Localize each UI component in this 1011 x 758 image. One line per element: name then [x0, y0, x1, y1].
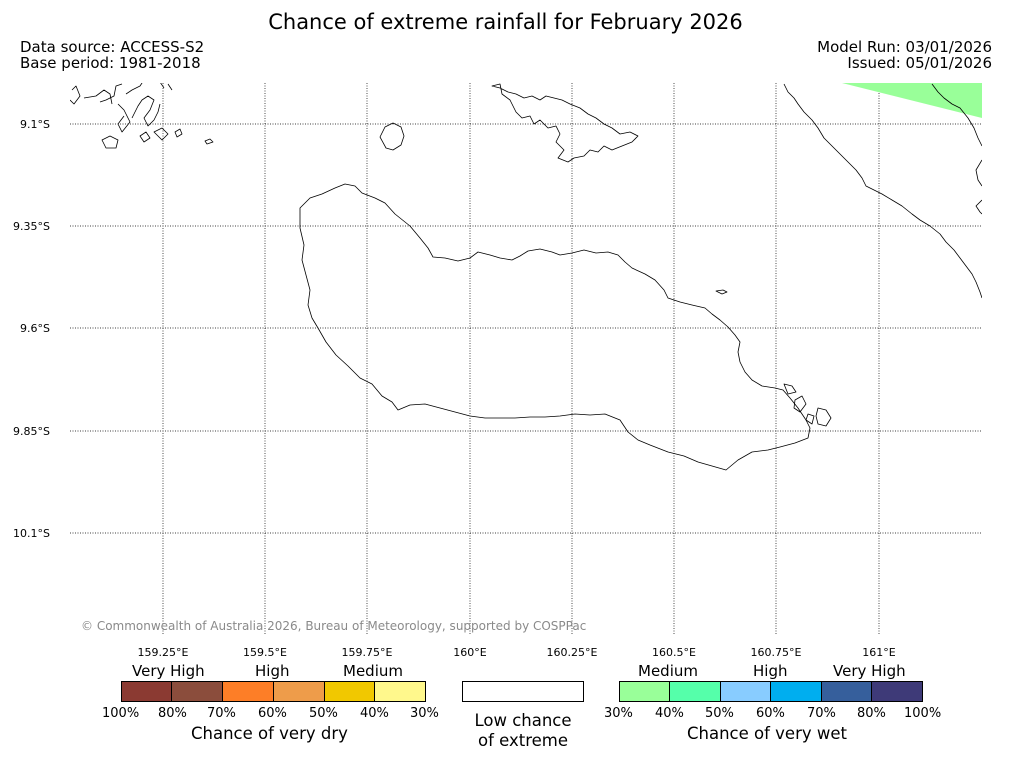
lon-label: 159.25°E [138, 646, 189, 659]
lon-labels: 159.25°E 159.5°E 159.75°E 160°E 160.25°E… [138, 646, 896, 659]
wet-swatch [822, 681, 872, 702]
dry-tick: 80% [158, 706, 187, 721]
lat-labels: 9.1°S 9.35°S 9.6°S 9.85°S 10.1°S [13, 118, 50, 540]
dry-swatch [223, 681, 274, 702]
meta-right: Model Run: 03/01/2026 Issued: 05/01/2026 [817, 39, 992, 71]
meta-left: Data source: ACCESS-S2 Base period: 1981… [20, 39, 204, 71]
wet-cat-medium: Medium [638, 662, 698, 680]
island-coastline [174, 128, 183, 138]
lon-label: 160.25°E [547, 646, 598, 659]
dry-swatch [375, 681, 426, 702]
dry-tick: 40% [360, 706, 389, 721]
coastlines [70, 83, 982, 471]
lon-label: 160.75°E [751, 646, 802, 659]
island-coastline [805, 413, 815, 425]
malaita-coastline [931, 83, 982, 215]
lon-label: 159.75°E [342, 646, 393, 659]
base-period: Base period: 1981-2018 [20, 54, 201, 72]
dry-tick: 30% [410, 706, 439, 721]
wet-swatch [872, 681, 923, 702]
island-coastline [815, 407, 832, 427]
lat-label: 9.1°S [20, 118, 50, 131]
florida-islands-coastline [70, 83, 173, 149]
island-coastline [379, 122, 405, 151]
wet-swatch [721, 681, 771, 702]
guadalcanal-coastline [299, 183, 811, 471]
lon-label: 161°E [862, 646, 895, 659]
dry-cat-medium: Medium [343, 662, 403, 680]
wet-tick: 60% [756, 706, 785, 721]
low-caption-2: of extreme [477, 731, 569, 750]
wet-tick: 100% [904, 706, 942, 721]
dry-cat-very-high: Very High [132, 662, 205, 680]
island-coastline [715, 289, 728, 295]
map-title: Chance of extreme rainfall for February … [268, 10, 743, 34]
island-coastline [793, 395, 807, 413]
island-coastline [204, 138, 214, 145]
dry-tick: 100% [102, 706, 140, 721]
overlay-medium-wet [842, 83, 982, 118]
model-run: Model Run: 03/01/2026 [817, 38, 992, 56]
dry-cat-high: High [255, 662, 290, 680]
wet-swatch [619, 681, 670, 702]
island-coastline [491, 83, 639, 163]
dry-swatch [121, 681, 172, 702]
dry-caption: Chance of very dry [191, 724, 348, 743]
copyright-text: © Commonwealth of Australia 2026, Bureau… [81, 619, 587, 633]
dry-tick: 70% [207, 706, 236, 721]
wet-tick: 80% [857, 706, 886, 721]
wet-cat-very-high: Very High [833, 662, 906, 680]
wet-tick: 50% [705, 706, 734, 721]
gridlines [70, 83, 982, 635]
wet-swatch [771, 681, 822, 702]
issued-date: Issued: 05/01/2026 [847, 54, 992, 72]
dry-tick: 50% [309, 706, 338, 721]
low-caption-1: Low chance [474, 711, 572, 730]
island-coastline [783, 383, 797, 395]
lat-label: 9.85°S [13, 425, 50, 438]
dry-swatch [274, 681, 325, 702]
lat-label: 9.6°S [20, 322, 50, 335]
wet-tick: 30% [604, 706, 633, 721]
wet-swatch [670, 681, 721, 702]
dry-swatch [172, 681, 223, 702]
lon-label: 159.5°E [243, 646, 287, 659]
lon-label: 160.5°E [652, 646, 696, 659]
wet-cat-high: High [753, 662, 788, 680]
wet-tick: 70% [807, 706, 836, 721]
lat-label: 9.35°S [13, 220, 50, 233]
wet-caption: Chance of very wet [687, 724, 847, 743]
low-swatch [462, 681, 584, 702]
lon-label: 160°E [453, 646, 486, 659]
lat-label: 10.1°S [13, 527, 50, 540]
data-source: Data source: ACCESS-S2 [20, 38, 205, 56]
malaita-coastline [783, 83, 982, 299]
wet-tick: 40% [655, 706, 684, 721]
dry-tick: 60% [258, 706, 287, 721]
dry-swatch [325, 681, 375, 702]
